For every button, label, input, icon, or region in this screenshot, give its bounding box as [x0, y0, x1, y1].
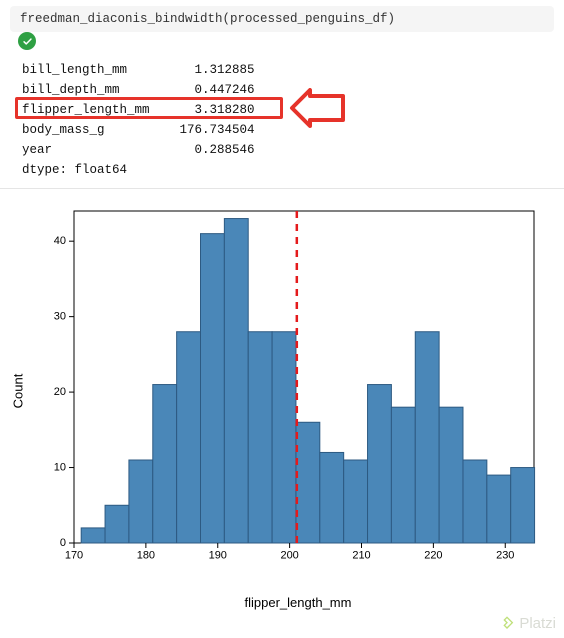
x-axis-label: flipper_length_mm [245, 595, 352, 610]
cell-separator [0, 188, 564, 189]
output-block: bill_length_mm 1.312885bill_depth_mm 0.4… [22, 60, 554, 180]
output-row: year 0.288546 [22, 140, 554, 160]
output-row: bill_depth_mm 0.447246 [22, 80, 554, 100]
code-cell[interactable]: freedman_diaconis_bindwidth(processed_pe… [10, 6, 554, 32]
platzi-watermark: Platzi [499, 615, 556, 632]
watermark-text: Platzi [519, 615, 556, 632]
output-row: body_mass_g 176.734504 [22, 120, 554, 140]
code-text: freedman_diaconis_bindwidth(processed_pe… [20, 12, 395, 26]
chart-canvas [32, 203, 542, 578]
histogram-chart: Count flipper_length_mm [32, 203, 564, 578]
dtype-line: dtype: float64 [22, 160, 554, 180]
y-axis-label: Count [11, 373, 26, 408]
output-row: bill_length_mm 1.312885 [22, 60, 554, 80]
output-row: flipper_length_mm 3.318280 [22, 100, 554, 120]
success-icon [18, 32, 36, 50]
